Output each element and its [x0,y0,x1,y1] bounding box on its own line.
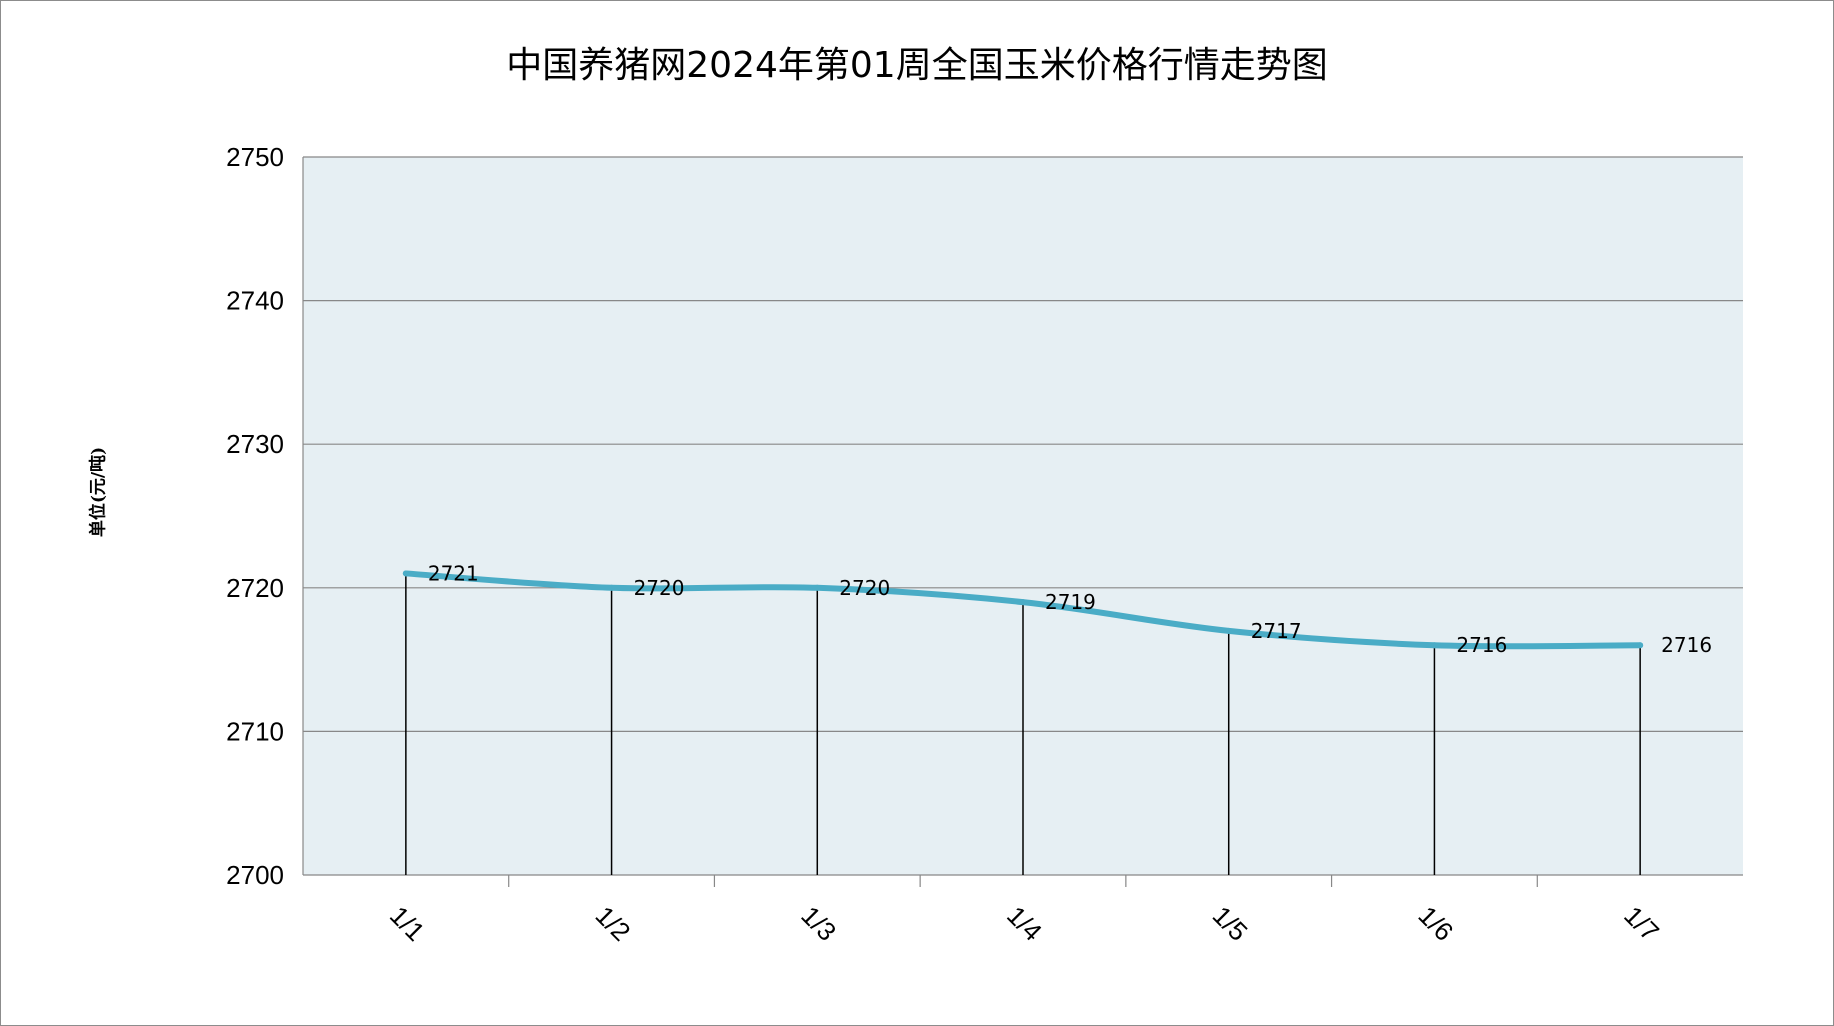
data-label: 2717 [1251,619,1302,643]
y-tick-label: 2750 [226,142,284,172]
y-tick-label: 2720 [226,573,284,603]
data-label: 2716 [1456,633,1507,657]
data-point [1225,627,1232,634]
x-tick-label: 1/3 [795,900,842,947]
data-point [608,584,615,591]
data-label: 2721 [428,561,479,585]
data-label: 2720 [839,576,890,600]
data-labels: 2721 2720 2720 2719 2717 2716 2716 [428,561,1712,657]
x-axis-ticks: 1/1 1/2 1/3 1/4 1/5 1/6 1/7 [384,900,1665,947]
y-tick-label: 2730 [226,429,284,459]
y-axis-ticks: 2700 2710 2720 2730 2740 2750 [226,142,284,890]
x-tick-label: 1/1 [384,900,431,947]
data-label: 2719 [1045,590,1096,614]
x-tick-label: 1/2 [590,900,637,947]
chart-title: 中国养猪网2024年第01周全国玉米价格行情走势图 [506,45,1328,86]
y-tick-label: 2700 [226,860,284,890]
series-price [402,570,1644,650]
x-tick-label: 1/6 [1413,900,1460,947]
x-tick-label: 1/5 [1207,900,1254,947]
gridlines [303,156,1743,733]
data-point [1637,642,1644,649]
data-label: 2720 [634,576,685,600]
x-tick-label: 1/7 [1618,900,1665,947]
x-tick-label: 1/4 [1001,900,1048,947]
drop-lines [405,573,1641,875]
data-point [402,570,409,577]
data-point [1431,642,1438,649]
data-point [1020,599,1026,606]
data-point [814,584,821,591]
y-tick-label: 2740 [226,286,284,316]
y-tick-label: 2710 [226,716,284,746]
data-label: 2716 [1661,633,1712,657]
